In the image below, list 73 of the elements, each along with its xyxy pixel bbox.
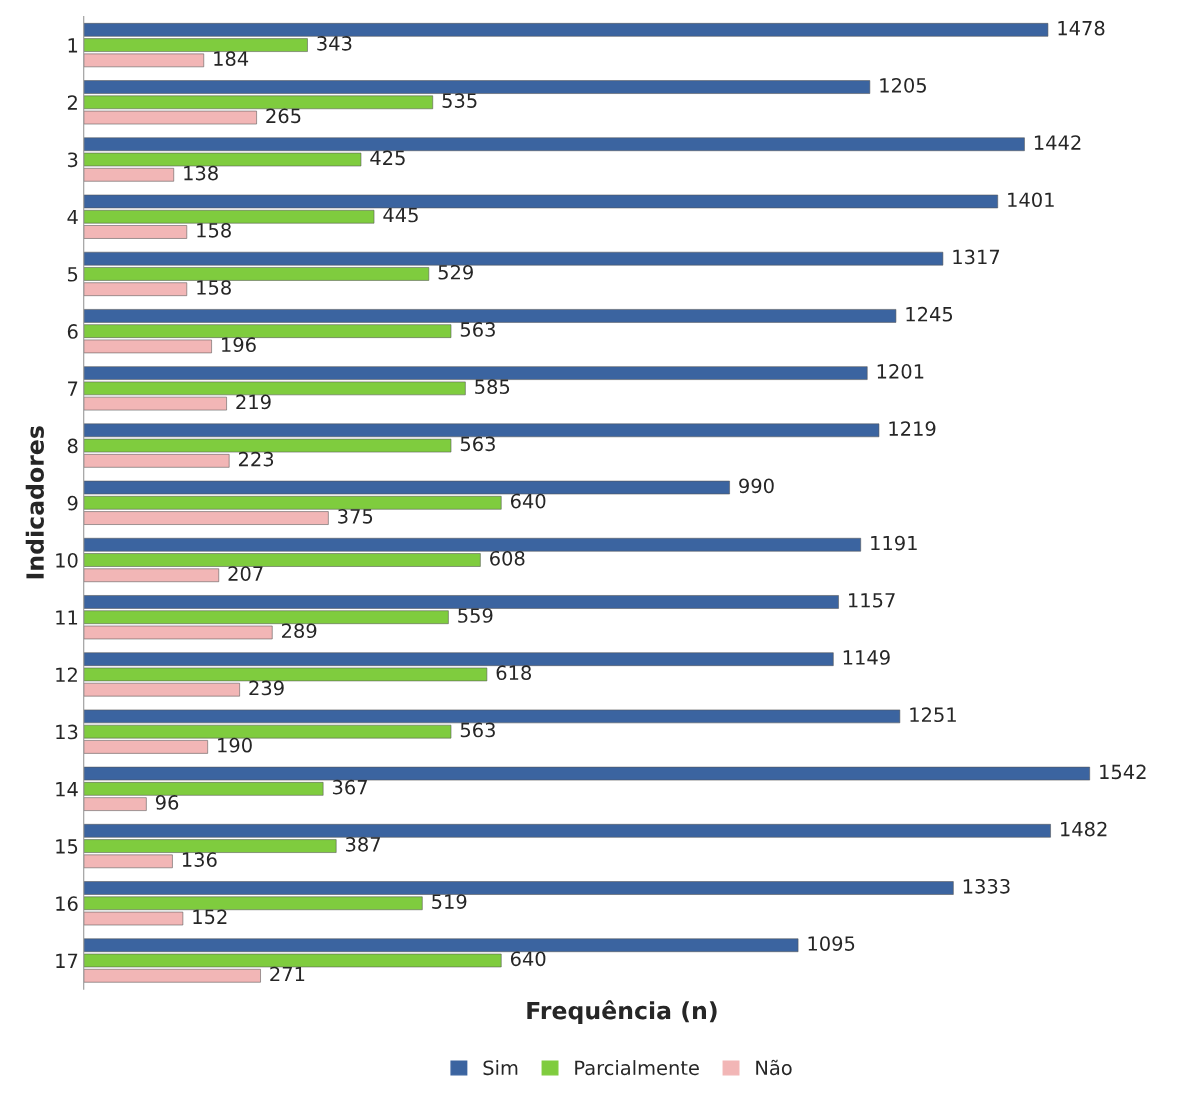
data-label: 1191 bbox=[871, 535, 917, 551]
y-tick-label: 6 bbox=[67, 324, 78, 339]
data-label: 1401 bbox=[1008, 192, 1054, 208]
data-label: 1333 bbox=[963, 878, 1010, 894]
y-tick-label: 12 bbox=[56, 667, 77, 682]
y-tick-label: 9 bbox=[67, 495, 78, 511]
data-label: 1251 bbox=[910, 707, 956, 723]
y-tick-label: 17 bbox=[56, 953, 78, 968]
data-label: 138 bbox=[184, 165, 218, 181]
data-label: 608 bbox=[490, 550, 525, 566]
y-tick-label: 4 bbox=[67, 209, 78, 225]
data-label: 1201 bbox=[877, 364, 924, 379]
data-label: 1482 bbox=[1061, 821, 1107, 837]
data-label: 559 bbox=[458, 608, 493, 623]
data-label: 640 bbox=[510, 951, 546, 967]
data-label: 375 bbox=[338, 508, 373, 524]
x-axis-title: Frequência (n) bbox=[527, 1000, 717, 1025]
y-tick-label: 14 bbox=[56, 782, 78, 797]
data-label: 1542 bbox=[1100, 764, 1146, 780]
data-label: 223 bbox=[238, 451, 274, 467]
data-label: 585 bbox=[475, 379, 510, 395]
data-label: 1095 bbox=[808, 936, 855, 951]
legend-label: Sim bbox=[483, 1060, 518, 1076]
legend-label: Não bbox=[756, 1059, 792, 1076]
y-tick-label: 11 bbox=[56, 610, 78, 625]
data-label: 563 bbox=[460, 436, 495, 452]
data-label: 1205 bbox=[880, 77, 926, 93]
y-axis-title: Indicadores bbox=[25, 426, 44, 579]
data-label: 96 bbox=[155, 795, 179, 810]
data-label: 529 bbox=[438, 264, 473, 280]
data-label: 1317 bbox=[953, 249, 1000, 265]
data-label: 563 bbox=[460, 322, 495, 337]
data-label: 563 bbox=[460, 722, 495, 738]
data-label: 535 bbox=[442, 93, 477, 108]
data-label: 239 bbox=[249, 680, 284, 696]
y-tick-label: 16 bbox=[56, 896, 78, 911]
y-tick-label: 15 bbox=[56, 839, 78, 854]
data-label: 158 bbox=[197, 280, 231, 295]
data-label: 1219 bbox=[889, 421, 936, 436]
data-label: 1157 bbox=[849, 593, 895, 608]
data-label: 640 bbox=[510, 493, 546, 509]
data-label: 1245 bbox=[906, 306, 953, 322]
data-label: 1478 bbox=[1058, 20, 1105, 36]
data-label: 190 bbox=[218, 737, 252, 753]
legend-label: Parcialmente bbox=[575, 1060, 699, 1076]
data-label: 289 bbox=[282, 623, 317, 639]
data-label: 152 bbox=[193, 909, 227, 925]
data-label: 1442 bbox=[1034, 135, 1081, 150]
y-tick-label: 2 bbox=[67, 95, 77, 110]
data-label: 367 bbox=[332, 779, 367, 795]
y-tick-label: 3 bbox=[67, 152, 78, 168]
data-label: 387 bbox=[346, 837, 380, 852]
data-label: 158 bbox=[197, 222, 231, 238]
data-label: 136 bbox=[182, 852, 217, 867]
data-label: 271 bbox=[270, 966, 305, 982]
y-tick-label: 10 bbox=[56, 552, 78, 568]
data-label: 219 bbox=[236, 394, 271, 410]
data-label: 265 bbox=[266, 108, 301, 124]
data-label: 184 bbox=[214, 51, 249, 66]
y-tick-label: 5 bbox=[67, 267, 78, 282]
data-label: 519 bbox=[432, 894, 467, 909]
y-tick-label: 8 bbox=[67, 438, 78, 454]
data-label: 990 bbox=[739, 478, 774, 494]
y-tick-label: 1 bbox=[68, 38, 78, 53]
data-label: 196 bbox=[222, 337, 256, 353]
data-label: 425 bbox=[370, 150, 405, 166]
data-label: 618 bbox=[496, 665, 532, 681]
data-label: 207 bbox=[228, 566, 263, 581]
data-label: 445 bbox=[383, 207, 418, 223]
y-tick-label: 13 bbox=[56, 724, 78, 740]
data-label: 1149 bbox=[843, 650, 890, 665]
y-tick-label: 7 bbox=[68, 381, 78, 396]
data-label: 343 bbox=[317, 36, 352, 51]
